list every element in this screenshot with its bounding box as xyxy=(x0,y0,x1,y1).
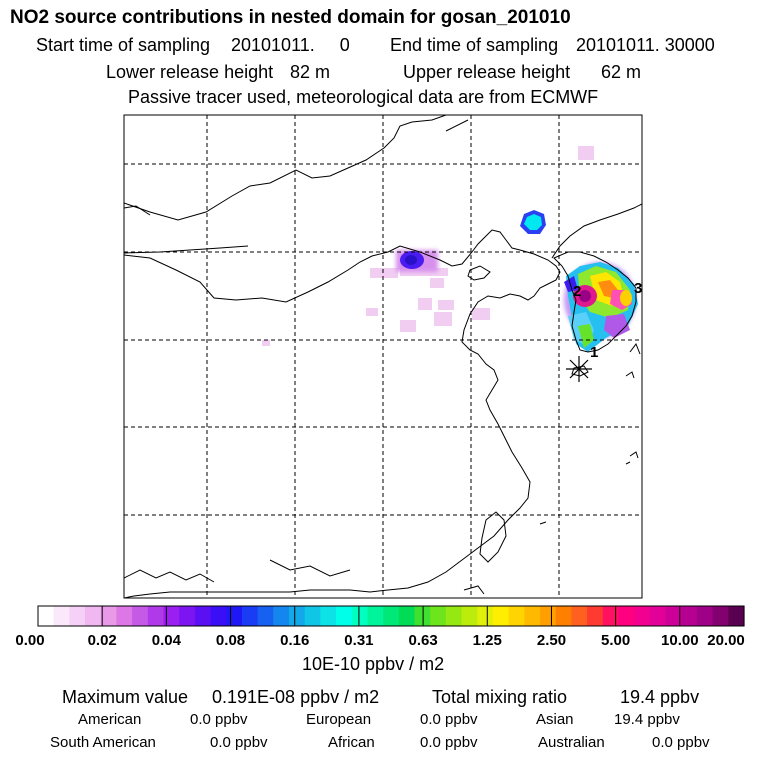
plume-cyan-blob xyxy=(520,210,546,234)
colorbar-swatch xyxy=(304,606,321,626)
start-time-value: 20101011. 0 xyxy=(231,35,350,55)
colorbar-swatch xyxy=(320,606,337,626)
colorbar-swatch xyxy=(634,606,651,626)
total-mixing-value: 19.4 ppbv xyxy=(620,687,700,707)
region-asian-label: Asian xyxy=(536,711,574,728)
receptor-star-icon xyxy=(566,356,592,382)
colorbar-swatch xyxy=(649,606,667,626)
end-time-label: End time of sampling xyxy=(390,35,559,55)
lower-release-label: Lower release height xyxy=(106,62,274,82)
colorbar-tick-label: 0.08 xyxy=(215,632,246,649)
colorbar-swatch xyxy=(116,606,133,626)
colorbar-tick-label: 0.16 xyxy=(280,632,310,649)
colorbar-swatch xyxy=(38,606,55,626)
upper-release-value: 62 m xyxy=(601,62,642,82)
colorbar-swatch xyxy=(100,606,118,626)
cluster-label-1: 1 xyxy=(590,344,598,361)
start-time-label: Start time of sampling xyxy=(36,35,211,55)
region-australian-value: 0.0 ppbv xyxy=(652,734,710,751)
map-area xyxy=(124,115,642,598)
lat-lon-grid xyxy=(124,115,642,598)
end-time-value: 20101011. 30000 xyxy=(576,35,715,55)
colorbar-swatch xyxy=(194,606,212,626)
colorbar xyxy=(38,606,745,626)
colorbar-tick-label: 20.00 xyxy=(707,632,745,649)
colorbar-swatch xyxy=(555,606,573,626)
colorbar-frame xyxy=(37,605,745,627)
colorbar-tick-label: 5.00 xyxy=(601,632,631,649)
colorbar-swatch xyxy=(53,606,70,626)
max-value-label: Maximum value xyxy=(62,687,189,707)
colorbar-swatch xyxy=(383,606,400,626)
colorbar-unit: 10E-10 ppbv / m2 xyxy=(302,654,445,674)
colorbar-swatch xyxy=(147,606,165,626)
colorbar-swatch xyxy=(351,606,369,626)
cluster-label-2: 2 xyxy=(573,283,581,300)
colorbar-tick-label: 0.31 xyxy=(344,632,374,649)
colorbar-swatch xyxy=(445,606,463,626)
colorbar-swatch xyxy=(163,606,180,626)
colorbar-tick-label: 0.00 xyxy=(15,632,45,649)
colorbar-swatch xyxy=(241,606,259,626)
colorbar-swatch xyxy=(257,606,274,626)
colorbar-swatch xyxy=(430,606,447,626)
colorbar-ticks xyxy=(101,606,681,626)
colorbar-swatch xyxy=(712,606,729,626)
colorbar-tick-label: 1.25 xyxy=(472,632,502,649)
colorbar-swatch xyxy=(336,606,353,626)
cluster-label-3: 3 xyxy=(634,280,642,297)
colorbar-swatch xyxy=(226,606,243,626)
colorbar-swatch xyxy=(508,606,525,626)
region-european-value: 0.0 ppbv xyxy=(420,711,478,728)
colorbar-swatch xyxy=(665,606,682,626)
colorbar-swatch xyxy=(69,606,86,626)
colorbar-swatch xyxy=(367,606,384,626)
colorbar-tick-label: 10.00 xyxy=(661,632,699,649)
colorbar-swatch xyxy=(728,606,745,626)
colorbar-swatch xyxy=(477,606,494,626)
colorbar-swatch xyxy=(618,606,635,626)
region-american-label: American xyxy=(78,711,142,728)
colorbar-swatch xyxy=(681,606,698,626)
region-australian-label: Australian xyxy=(538,734,605,751)
region-american-value: 0.0 ppbv xyxy=(190,711,248,728)
colorbar-tick-label: 2.50 xyxy=(536,632,567,649)
plume-faint xyxy=(262,146,594,346)
colorbar-swatch xyxy=(132,606,149,626)
plume-north-china xyxy=(396,250,438,272)
lower-release-value: 82 m xyxy=(290,62,331,82)
map-frame xyxy=(123,114,643,599)
colorbar-swatch xyxy=(571,606,588,626)
tracer-note: Passive tracer used, meteorological data… xyxy=(128,87,599,107)
max-value: 0.191E-08 ppbv / m2 xyxy=(212,687,380,707)
colorbar-swatch xyxy=(587,606,604,626)
region-european-label: European xyxy=(306,711,372,728)
region-african-value: 0.0 ppbv xyxy=(420,734,478,751)
colorbar-swatch xyxy=(524,606,541,626)
colorbar-swatch xyxy=(210,606,227,626)
total-mixing-label: Total mixing ratio xyxy=(432,687,568,707)
colorbar-swatch xyxy=(696,606,714,626)
colorbar-swatch xyxy=(602,606,620,626)
region-asian-value: 19.4 ppbv xyxy=(614,711,680,728)
coastlines xyxy=(124,115,642,598)
upper-release-label: Upper release height xyxy=(403,62,571,82)
colorbar-swatch xyxy=(85,606,102,626)
colorbar-swatch xyxy=(540,606,557,626)
region-south-american-label: South American xyxy=(50,734,156,751)
colorbar-swatch xyxy=(289,606,306,626)
colorbar-tick-label: 0.63 xyxy=(408,632,438,649)
colorbar-swatch xyxy=(492,606,510,626)
colorbar-tick-label: 0.02 xyxy=(87,632,117,649)
colorbar-swatch xyxy=(461,606,478,626)
plume-korea xyxy=(564,262,638,352)
colorbar-swatch xyxy=(273,606,290,626)
region-african-label: African xyxy=(328,734,375,751)
colorbar-swatch xyxy=(179,606,196,626)
plot-title: NO2 source contributions in nested domai… xyxy=(10,7,571,28)
region-south-american-value: 0.0 ppbv xyxy=(210,734,268,751)
colorbar-tick-label: 0.04 xyxy=(151,632,181,649)
colorbar-swatch xyxy=(398,606,416,626)
